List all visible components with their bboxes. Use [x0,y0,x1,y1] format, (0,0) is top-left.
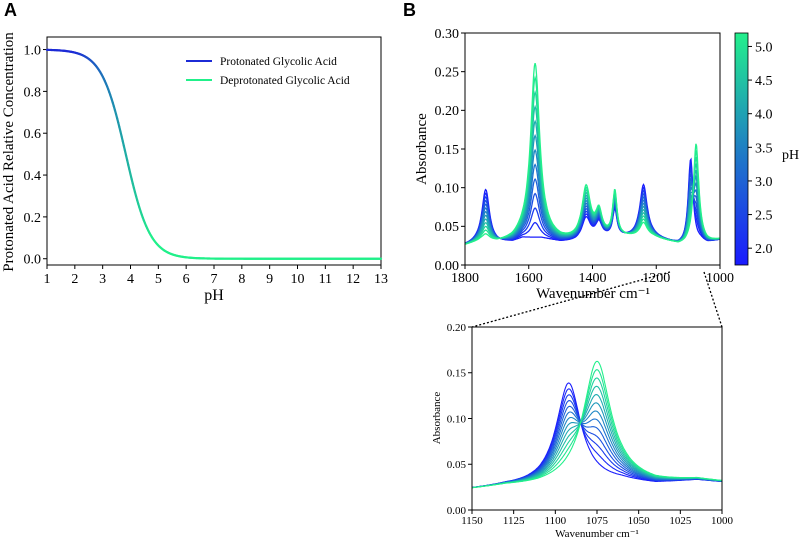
x-tick-label: 1100 [545,515,567,527]
x-tick-label: 1 [44,272,51,287]
y-tick-label: 0.15 [447,368,467,380]
panel-b-bottom-x-ticks: 1150 1125 1100 1075 1050 1025 1000 [461,510,734,527]
spectrum-ph-5.2 [472,360,722,489]
panel-b-top-y-ticks: 0.00 0.05 0.10 0.15 0.20 0.25 0.30 [435,27,465,274]
x-tick-label: 9 [266,272,273,287]
spectrum-ph-3.5 [465,148,720,245]
panel-b-bottom-y-ticks: 0.00 0.05 0.10 0.15 0.20 [447,322,472,517]
colorbar-gradient [734,32,749,266]
panel-b: B 1800 1600 1400 1200 1000 0.000.050.100.150… [403,0,799,540]
spectrum-ph-3.2 [472,411,722,489]
panel-b-top-y-label: Absorbance [414,113,430,185]
x-tick-label: 1800 [451,271,479,286]
colorbar: 2.0 2.5 3.0 3.5 4.0 4.5 5.0 pH [734,32,799,266]
panel-a-frame [46,36,382,266]
panel-a-x-label: pH [204,287,224,304]
panel-b-bottom-x-label: Wavenumber cm⁻¹ [555,528,639,540]
y-tick-label: 0.10 [435,182,460,197]
y-tick-label: 0.2 [24,211,42,226]
zoom-connector-right [703,271,723,328]
panel-a: A 1 2 3 4 5 6 7 8 9 10 11 12 13 0.00.20.40.60.81.0 p… [1,0,388,304]
x-tick-label: 1600 [515,271,543,286]
x-tick-label: 1025 [669,515,692,527]
x-tick-label: 13 [374,272,388,287]
panel-b-bottom-y-label: Absorbance [431,392,443,445]
panel-a-y-label: Protonated Acid Relative Concentration [1,32,17,272]
x-tick-label: 4 [127,272,134,287]
panel-b-label: B [403,0,416,20]
x-tick-label: 5 [155,272,162,287]
panel-a-label: A [4,0,17,20]
spectrum-ph-2.6 [465,173,720,245]
colorbar-tick-label: 2.5 [755,209,773,224]
x-tick-label: 10 [291,272,305,287]
colorbar-tick-label: 3.0 [755,175,773,190]
x-tick-label: 1200 [642,271,670,286]
x-tick-label: 3 [99,272,106,287]
x-tick-label: 11 [319,272,332,287]
x-tick-label: 1000 [706,271,734,286]
x-tick-label: 7 [211,272,218,287]
y-tick-label: 0.30 [435,27,460,42]
panel-a-curve [45,48,383,260]
spectrum-ph-4.1 [472,394,722,489]
colorbar-tick-label: 5.0 [755,40,773,55]
y-tick-label: 0.15 [435,143,460,158]
panel-b-top-frame [464,32,721,266]
panel-b-top-plot: 1800 1600 1400 1200 1000 0.00 0.05 0.10 0.15 0.2… [414,27,734,302]
colorbar-tick-label: 3.5 [755,141,773,156]
y-tick-label: 0.00 [435,259,460,274]
spectrum-ph-2 [465,161,720,244]
y-tick-label: 0.20 [447,322,467,334]
x-tick-label: 1400 [579,271,607,286]
panel-b-top-x-ticks: 1800 1600 1400 1200 1000 [451,265,734,286]
x-tick-label: 1125 [503,515,525,527]
x-tick-label: 1050 [628,515,651,527]
y-tick-label: 0.25 [435,66,460,81]
panel-a-y-ticks: 0.0 0.2 0.4 0.6 0.8 1.0 [24,43,47,268]
panel-b-bottom-spectra [472,360,722,489]
zoom-connector [471,271,723,328]
colorbar-label: pH [782,148,799,163]
colorbar-tick-label: 4.5 [755,74,773,89]
panel-b-top-spectra [465,63,720,245]
spectrum-ph-1.8 [465,157,720,244]
y-tick-label: 0.00 [447,505,467,517]
y-tick-label: 0.05 [447,459,467,471]
y-tick-label: 0.8 [24,85,42,100]
spectrum-ph-3.8 [465,133,720,245]
spectrum-ph-3.2 [465,163,720,245]
legend-label-protonated: Protonated Glycolic Acid [220,56,337,68]
panel-a-legend: Protonated Glycolic Acid Deprotonated Gl… [186,56,350,87]
spectrum-ph-2.3 [472,394,722,489]
panel-a-x-ticks: 1 2 3 4 5 6 7 8 9 10 11 12 13 [44,265,388,287]
y-tick-label: 0.4 [24,169,42,184]
y-tick-label: 0.20 [435,104,460,119]
colorbar-tick-label: 2.0 [755,242,773,257]
x-tick-label: 1000 [711,515,734,527]
colorbar-ticks: 2.0 2.5 3.0 3.5 4.0 4.5 5.0 [748,40,773,257]
spectrum-ph-1.8 [472,382,722,489]
y-tick-label: 0.6 [24,127,42,142]
y-tick-label: 1.0 [24,43,42,58]
y-tick-label: 0.0 [24,253,42,268]
panel-b-bottom-plot: 1150 1125 1100 1075 1050 1025 1000 0.00 0.05 0.1… [431,322,734,540]
x-tick-label: 8 [238,272,245,287]
x-tick-label: 1075 [586,515,609,527]
y-tick-label: 0.10 [447,413,467,425]
spectrum-ph-5.2 [465,63,720,245]
spectrum-ph-2.9 [472,405,722,489]
spectrum-ph-2.3 [465,168,720,244]
colorbar-tick-label: 4.0 [755,108,773,123]
legend-label-deprotonated: Deprotonated Glycolic Acid [220,75,350,87]
x-tick-label: 6 [183,272,190,287]
spectrum-ph-3.5 [472,410,722,489]
x-tick-label: 1150 [461,515,483,527]
y-tick-label: 0.05 [435,220,460,235]
x-tick-label: 2 [71,272,78,287]
x-tick-label: 12 [346,272,360,287]
